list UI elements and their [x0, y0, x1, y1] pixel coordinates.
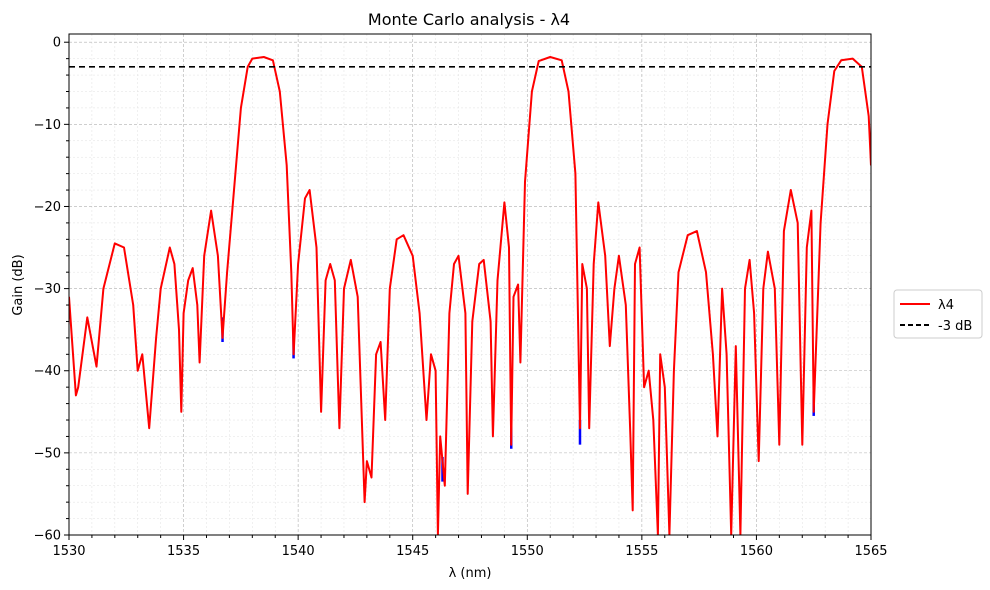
- x-tick-label: 1555: [625, 544, 658, 559]
- y-tick-label: −50: [34, 446, 61, 461]
- x-tick-label: 1530: [52, 544, 85, 559]
- x-tick-label: 1545: [396, 544, 429, 559]
- x-tick-label: 1560: [740, 544, 773, 559]
- y-tick-label: 0: [53, 36, 61, 51]
- chart-title: Monte Carlo analysis - λ4: [368, 10, 570, 29]
- y-tick-label: −20: [34, 200, 61, 215]
- y-tick-label: −60: [34, 529, 61, 544]
- x-axis: 1530 1535 1540 1545 1550 1555 1560 1565: [52, 535, 888, 559]
- y-axis-label: Gain (dB): [11, 254, 26, 315]
- y-tick-label: −30: [34, 282, 61, 297]
- x-tick-label: 1550: [511, 544, 544, 559]
- x-axis-label: λ (nm): [449, 566, 492, 581]
- y-tick-label: −40: [34, 364, 61, 379]
- x-tick-label: 1540: [282, 544, 315, 559]
- x-tick-label: 1535: [167, 544, 200, 559]
- legend-label-main: λ4: [938, 298, 954, 313]
- y-tick-label: −10: [34, 118, 61, 133]
- legend: λ4 -3 dB: [893, 289, 983, 339]
- series-line-lambda4: [69, 56, 871, 535]
- y-axis: 0 −10 −20 −30 −40 −50 −60: [34, 36, 69, 544]
- x-tick-label: 1565: [854, 544, 887, 559]
- plot-frame: [68, 33, 872, 536]
- legend-label-threshold: -3 dB: [938, 319, 972, 334]
- series-layer: [69, 56, 871, 535]
